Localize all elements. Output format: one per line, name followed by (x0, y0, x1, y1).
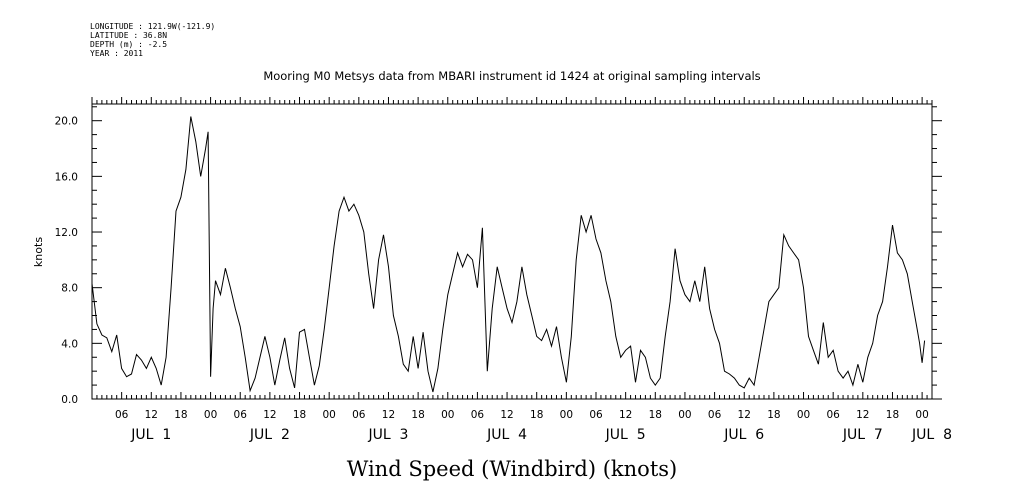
y-tick-label: 20.0 (55, 116, 78, 128)
x-hour-tick-label: 12 (263, 409, 276, 421)
x-tick-labels: 06 12 18 00 06 12 18 00 06 12 18 00 06 12 18 00 06 12 18 00… (115, 409, 929, 421)
x-hour-tick-label: 06 (234, 409, 248, 421)
x-hour-tick-label: 18 (411, 409, 424, 421)
x-day-label: JUL 7 (842, 427, 883, 443)
y-tick-label: 4.0 (61, 338, 78, 350)
x-day-label: JUL 8 (911, 427, 952, 443)
x-day-label: JUL 4 (486, 427, 527, 443)
latitude-label: LATITUDE : 36.8N (90, 31, 168, 40)
x-day-label: JUL 1 (130, 427, 171, 443)
x-hour-tick-label: 12 (856, 409, 869, 421)
y-axis-label: knots (32, 237, 45, 267)
x-day-label: JUL 2 (249, 427, 290, 443)
x-hour-tick-label: 06 (708, 409, 722, 421)
x-hour-tick-label: 00 (204, 409, 217, 421)
x-hour-tick-label: 18 (886, 409, 899, 421)
x-hour-tick-label: 18 (174, 409, 187, 421)
x-axis-label: Wind Speed (Windbird) (knots) (347, 457, 677, 481)
x-day-label: JUL 6 (723, 427, 764, 443)
x-hour-tick-label: 12 (619, 409, 632, 421)
chart-title: Mooring M0 Metsys data from MBARI instru… (263, 69, 760, 83)
year-label: YEAR : 2011 (90, 49, 143, 58)
wind-speed-line (91, 116, 926, 393)
axis-ticks (91, 97, 942, 400)
x-hour-tick-label: 00 (560, 409, 573, 421)
x-hour-tick-label: 00 (797, 409, 810, 421)
x-hour-tick-label: 12 (145, 409, 158, 421)
x-hour-tick-label: 12 (382, 409, 395, 421)
x-hour-tick-label: 06 (115, 409, 129, 421)
x-hour-tick-label: 00 (678, 409, 691, 421)
y-tick-label: 12.0 (55, 227, 78, 239)
y-tick-label: 16.0 (55, 171, 78, 183)
x-hour-tick-label: 06 (471, 409, 485, 421)
y-tick-labels: 0.0 4.0 8.0 12.0 16.0 20.0 (55, 116, 78, 406)
y-tick-label: 8.0 (61, 283, 78, 295)
x-hour-tick-label: 18 (649, 409, 662, 421)
x-day-label: JUL 5 (605, 427, 646, 443)
x-hour-tick-label: 00 (441, 409, 454, 421)
depth-label: DEPTH (m) : -2.5 (90, 40, 168, 49)
x-hour-tick-label: 12 (500, 409, 513, 421)
x-hour-tick-label: 06 (352, 409, 366, 421)
x-hour-tick-label: 18 (530, 409, 543, 421)
x-day-label: JUL 3 (367, 427, 408, 443)
x-hour-tick-label: 00 (322, 409, 335, 421)
longitude-label: LONGITUDE : 121.9W(-121.9) (90, 22, 216, 31)
plot-frame (91, 103, 933, 400)
x-hour-tick-label: 06 (589, 409, 603, 421)
y-tick-label: 0.0 (61, 394, 78, 406)
x-hour-tick-label: 18 (293, 409, 306, 421)
x-hour-tick-label: 12 (738, 409, 751, 421)
x-day-labels: JUL 1 JUL 2 JUL 3 JUL 4 JUL 5 JUL 6 JUL 7 JUL 8 (130, 427, 952, 443)
x-hour-tick-label: 06 (826, 409, 840, 421)
x-hour-tick-label: 00 (915, 409, 928, 421)
metadata-block: LONGITUDE : 121.9W(-121.9) LATITUDE : 36… (90, 22, 215, 58)
x-hour-tick-label: 18 (767, 409, 780, 421)
